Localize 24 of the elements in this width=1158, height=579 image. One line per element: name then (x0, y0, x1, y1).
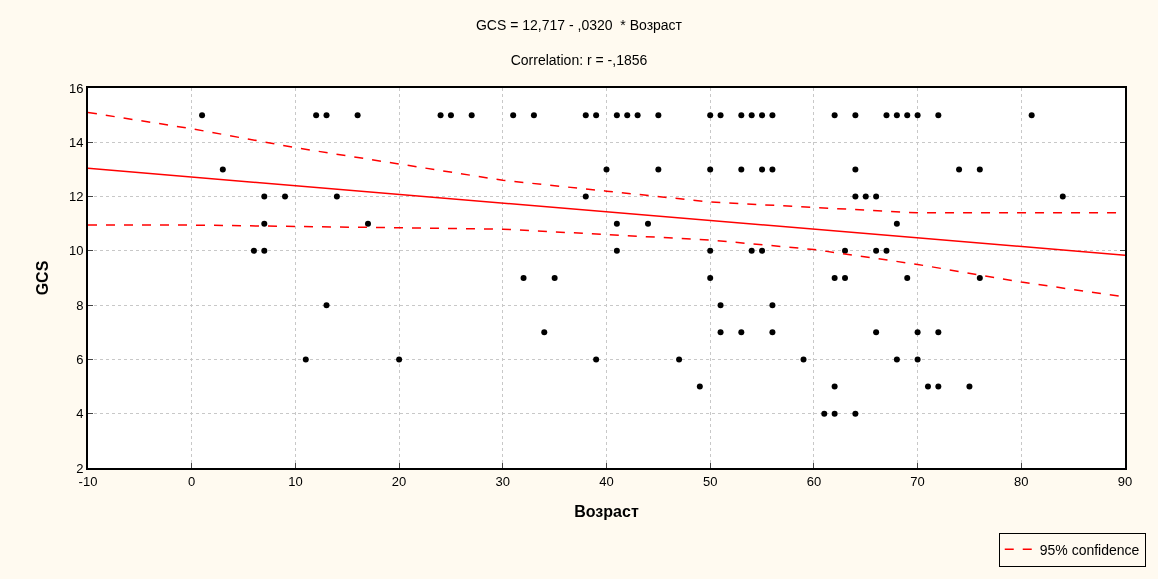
x-tick-label: 40 (599, 473, 614, 489)
x-tick-label: 60 (806, 473, 822, 489)
x-tick-label: 80 (1014, 473, 1029, 489)
x-tick-label: 20 (391, 473, 407, 489)
y-tick-label: 12 (68, 189, 84, 205)
x-tick-label: 0 (188, 473, 196, 489)
y-tick-label: 10 (68, 243, 84, 259)
y-tick-label: 16 (68, 80, 84, 96)
y-tick-label: 6 (76, 351, 84, 367)
x-tick-label: 90 (1117, 473, 1133, 489)
x-tick-label: 50 (702, 473, 718, 489)
chart-title: GCS = 12,717 - ,0320 * Возраст (475, 17, 683, 34)
x-tick-label: -10 (78, 473, 98, 489)
y-tick-label: 4 (76, 406, 84, 422)
legend-label: 95% confidence (1039, 541, 1140, 558)
x-axis-title: Возраст (574, 502, 639, 520)
x-tick-label: 70 (910, 473, 925, 489)
x-tick-label: 10 (288, 473, 303, 489)
chart-subtitle: Correlation: r = -,1856 (510, 52, 648, 69)
y-tick-label: 8 (76, 297, 84, 313)
y-tick-label: 14 (68, 134, 84, 150)
y-axis-title: GCS (34, 260, 52, 296)
x-tick-label: 30 (495, 473, 511, 489)
y-tick-label: 2 (76, 460, 84, 476)
